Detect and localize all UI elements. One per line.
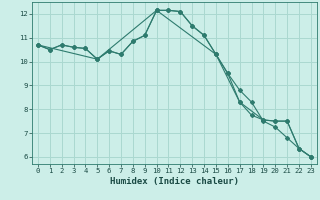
X-axis label: Humidex (Indice chaleur): Humidex (Indice chaleur): [110, 177, 239, 186]
